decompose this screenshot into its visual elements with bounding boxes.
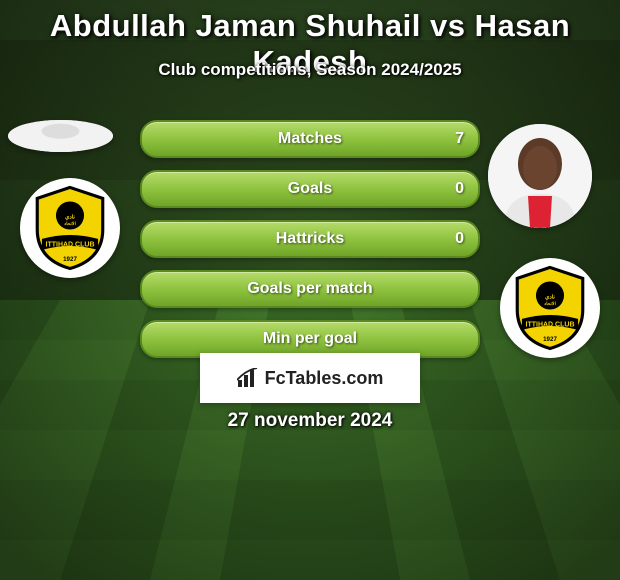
svg-text:الاتحاد: الاتحاد: [544, 301, 556, 306]
svg-text:ITTIHAD CLUB: ITTIHAD CLUB: [526, 322, 575, 329]
stat-label: Matches: [142, 122, 478, 156]
bar-chart-icon: [237, 368, 259, 388]
svg-text:الاتحاد: الاتحاد: [64, 221, 76, 226]
comparison-subtitle: Club competitions, Season 2024/2025: [0, 60, 620, 80]
svg-text:ITTIHAD CLUB: ITTIHAD CLUB: [46, 242, 95, 249]
stat-bar: Matches 7: [140, 120, 480, 158]
stats-bars: Matches 7 Goals 0 Hattricks 0 Goals per …: [140, 120, 480, 370]
fctables-watermark: FcTables.com: [200, 353, 420, 403]
svg-text:نادي: نادي: [545, 295, 555, 301]
stat-label: Hattricks: [142, 222, 478, 256]
stat-bar: Hattricks 0: [140, 220, 480, 258]
shield-icon: نادي الاتحاد ITTIHAD CLUB 1927: [31, 184, 109, 272]
shield-icon: نادي الاتحاد ITTIHAD CLUB 1927: [511, 264, 589, 352]
right-player-avatar: [488, 124, 592, 228]
svg-text:1927: 1927: [543, 336, 557, 343]
left-club-badge: نادي الاتحاد ITTIHAD CLUB 1927: [20, 178, 120, 278]
left-player-avatar: [8, 120, 113, 152]
right-club-badge: نادي الاتحاد ITTIHAD CLUB 1927: [500, 258, 600, 358]
stat-bar: Goals per match: [140, 270, 480, 308]
brand-text: FcTables.com: [265, 368, 384, 389]
stat-label: Goals: [142, 172, 478, 206]
svg-text:1927: 1927: [63, 256, 77, 263]
svg-text:نادي: نادي: [65, 215, 75, 221]
generated-date: 27 november 2024: [0, 410, 620, 432]
stat-bar: Goals 0: [140, 170, 480, 208]
stat-value: 0: [455, 222, 464, 256]
stat-label: Goals per match: [142, 272, 478, 306]
stat-label: Min per goal: [142, 322, 478, 356]
stat-value: 7: [455, 122, 464, 156]
stat-value: 0: [455, 172, 464, 206]
